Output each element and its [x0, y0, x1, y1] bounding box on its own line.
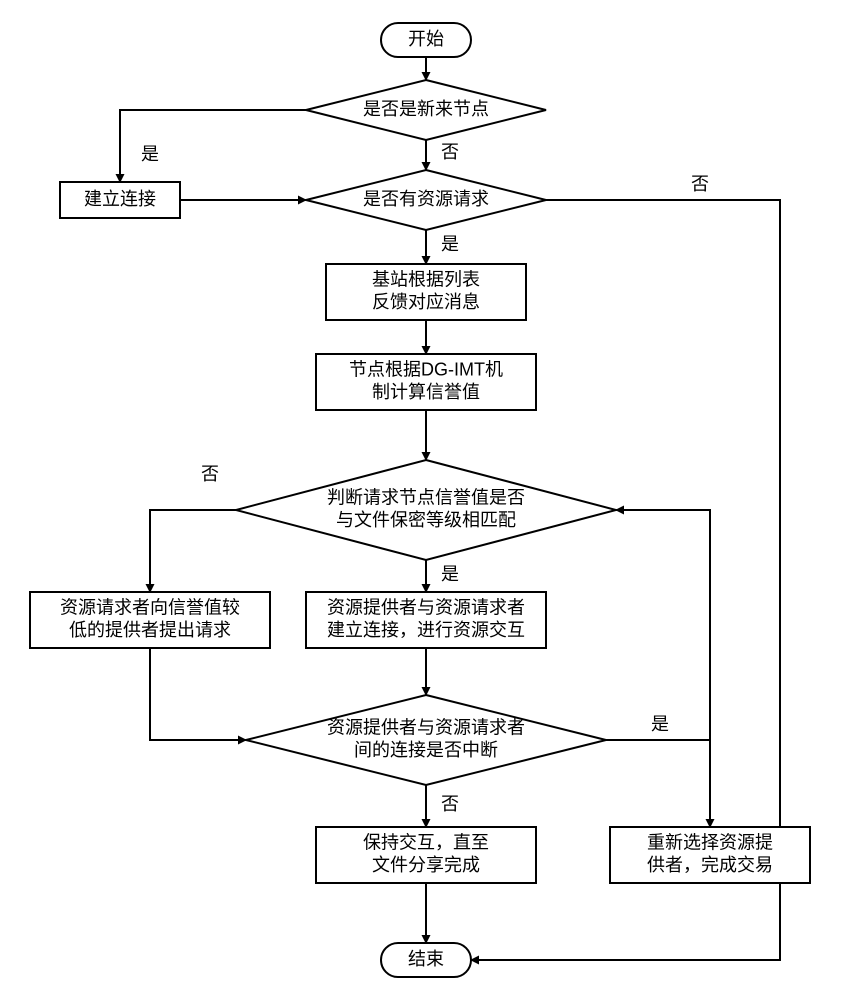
edge [150, 510, 236, 592]
node-label: 与文件保密等级相匹配 [336, 510, 516, 530]
node-label: 保持交互，直至 [363, 833, 489, 853]
edge-label: 是 [441, 234, 459, 254]
node-d1: 是否是新来节点 [306, 80, 546, 140]
edge-label: 否 [441, 142, 459, 162]
flowchart-canvas: 是否否是否是是否开始是否是新来节点建立连接是否有资源请求基站根据列表反馈对应消息… [0, 0, 852, 1000]
node-label: 节点根据DG-IMT机 [349, 360, 503, 380]
edge [606, 740, 710, 827]
node-label: 判断请求节点信誉值是否 [327, 488, 525, 508]
node-label: 资源提供者与资源请求者 [327, 598, 525, 618]
edge-label: 是 [441, 564, 459, 584]
edge-label: 否 [201, 464, 219, 484]
edge-label: 是 [651, 714, 669, 734]
node-label: 建立连接，进行资源交互 [327, 620, 525, 640]
node-label: 基站根据列表 [372, 270, 480, 290]
node-p_keep: 保持交互，直至文件分享完成 [316, 827, 536, 883]
edge [150, 648, 246, 740]
edge-label: 否 [441, 794, 459, 814]
node-d4: 资源提供者与资源请求者间的连接是否中断 [246, 695, 606, 785]
node-label: 供者，完成交易 [647, 855, 773, 875]
node-start: 开始 [381, 23, 471, 57]
edge [616, 510, 710, 827]
edge-label: 否 [691, 174, 709, 194]
node-label: 文件分享完成 [372, 855, 480, 875]
node-label: 建立连接 [84, 189, 156, 209]
node-label: 结束 [408, 949, 444, 969]
node-p_mid: 资源提供者与资源请求者建立连接，进行资源交互 [306, 592, 546, 648]
node-label: 反馈对应消息 [372, 292, 480, 312]
node-label: 资源请求者向信誉值较 [60, 598, 240, 618]
node-label: 是否是新来节点 [363, 99, 489, 119]
node-d3: 判断请求节点信誉值是否与文件保密等级相匹配 [236, 460, 616, 560]
node-label: 重新选择资源提 [647, 833, 773, 853]
node-label: 开始 [408, 29, 444, 49]
node-label: 间的连接是否中断 [354, 740, 498, 760]
node-p_conn: 建立连接 [60, 182, 180, 218]
node-label: 资源提供者与资源请求者 [327, 718, 525, 738]
node-p_base: 基站根据列表反馈对应消息 [326, 264, 526, 320]
edge-label: 是 [141, 144, 159, 164]
node-end: 结束 [381, 943, 471, 977]
node-d2: 是否有资源请求 [306, 170, 546, 230]
node-p_left: 资源请求者向信誉值较低的提供者提出请求 [30, 592, 270, 648]
node-label: 制计算信誉值 [372, 382, 480, 402]
node-label: 低的提供者提出请求 [69, 620, 231, 640]
node-label: 是否有资源请求 [363, 189, 489, 209]
node-p_calc: 节点根据DG-IMT机制计算信誉值 [316, 354, 536, 410]
node-p_resel: 重新选择资源提供者，完成交易 [610, 827, 810, 883]
nodes-layer: 开始是否是新来节点建立连接是否有资源请求基站根据列表反馈对应消息节点根据DG-I… [30, 23, 810, 977]
